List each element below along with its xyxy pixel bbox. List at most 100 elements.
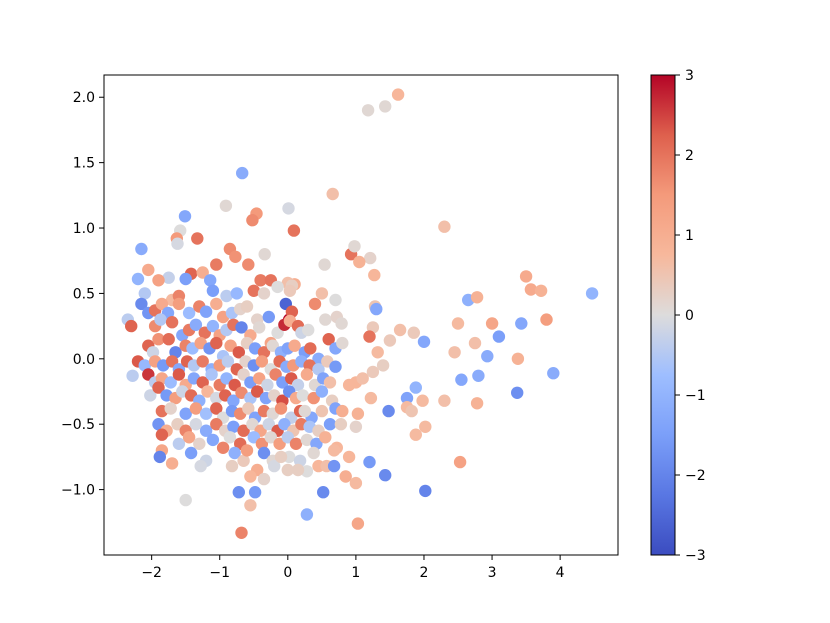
data-point: [307, 446, 320, 460]
colorbar-tick-label: −3: [685, 548, 706, 564]
data-point: [511, 386, 524, 399]
data-point: [126, 369, 139, 382]
data-point: [152, 274, 165, 287]
data-point: [470, 291, 484, 304]
data-point: [179, 493, 192, 507]
data-point: [223, 431, 237, 444]
data-point: [242, 402, 255, 415]
data-point: [472, 369, 485, 382]
data-point: [142, 263, 155, 277]
data-point: [135, 297, 148, 311]
data-point: [492, 330, 506, 343]
data-point: [407, 326, 420, 339]
data-point: [235, 386, 248, 399]
data-point: [534, 284, 548, 297]
data-point: [287, 224, 301, 237]
data-point: [206, 284, 220, 297]
data-point: [326, 187, 339, 201]
data-point: [349, 420, 363, 433]
data-point: [246, 214, 259, 227]
data-point: [335, 317, 348, 330]
data-point: [162, 333, 175, 346]
colorbar-tick-label: 3: [685, 68, 694, 84]
data-point: [323, 418, 337, 431]
data-point: [336, 404, 349, 418]
data-point: [227, 394, 240, 407]
data-point: [312, 363, 325, 376]
data-point: [281, 463, 294, 477]
data-point: [391, 88, 405, 101]
data-point: [199, 424, 213, 437]
data-point: [524, 283, 538, 296]
data-point: [339, 470, 352, 483]
data-point: [162, 271, 175, 284]
data-point: [247, 284, 260, 297]
data-point: [196, 266, 209, 279]
data-point: [315, 287, 329, 300]
data-point: [210, 297, 223, 311]
data-point: [210, 402, 223, 415]
data-point: [468, 336, 482, 350]
data-point: [196, 355, 209, 368]
data-point: [271, 280, 284, 294]
data-point: [288, 339, 301, 352]
data-point: [165, 457, 179, 470]
data-point: [363, 455, 376, 469]
y-tick-label: −0.5: [61, 417, 95, 433]
data-point: [334, 418, 348, 431]
data-point: [196, 376, 209, 389]
data-point: [351, 517, 365, 530]
y-tick-label: 1.0: [73, 221, 95, 237]
colorbar-ticks: −3 −2 −1 0 1 2 3: [675, 68, 706, 564]
data-point: [417, 335, 431, 348]
data-point: [210, 418, 223, 431]
data-point: [236, 166, 249, 180]
data-point: [291, 463, 305, 477]
data-point: [438, 394, 451, 407]
x-tick-label: −2: [141, 565, 162, 581]
data-point: [206, 433, 220, 447]
data-point: [125, 319, 138, 333]
data-point: [268, 459, 281, 473]
data-point: [237, 454, 250, 467]
data-point: [419, 420, 432, 433]
data-point: [451, 317, 465, 330]
data-point: [356, 372, 369, 385]
data-point: [368, 268, 381, 282]
data-point: [419, 484, 432, 498]
data-point: [382, 404, 395, 418]
data-point: [189, 418, 203, 431]
data-point: [179, 407, 192, 420]
data-point: [261, 378, 274, 392]
x-tick-label: 2: [420, 565, 429, 581]
data-point: [219, 199, 233, 212]
data-point: [453, 455, 467, 469]
data-point: [165, 316, 179, 329]
data-point: [304, 342, 317, 355]
colorbar-tick-label: 2: [685, 148, 694, 164]
data-point: [248, 486, 262, 499]
data-point: [232, 346, 245, 359]
data-point: [182, 306, 196, 320]
data-point: [258, 248, 271, 261]
data-point: [282, 202, 295, 215]
colorbar-tick-label: −2: [685, 468, 706, 484]
data-point: [448, 346, 461, 359]
colorbar-tick-label: 0: [685, 308, 694, 324]
data-point: [210, 336, 223, 350]
data-point: [244, 470, 257, 483]
data-point: [300, 433, 314, 447]
data-point: [400, 391, 414, 405]
data-point: [164, 402, 177, 415]
data-point: [317, 486, 330, 499]
data-point: [363, 330, 376, 343]
data-point: [235, 526, 248, 539]
colorbar-gradient: [650, 74, 676, 556]
data-point: [274, 450, 288, 464]
data-point: [131, 272, 145, 286]
data-point: [205, 368, 218, 381]
colorbar-tick-label: 1: [685, 228, 694, 244]
data-point: [485, 317, 499, 330]
data-point: [342, 450, 356, 464]
data-point: [349, 476, 363, 490]
